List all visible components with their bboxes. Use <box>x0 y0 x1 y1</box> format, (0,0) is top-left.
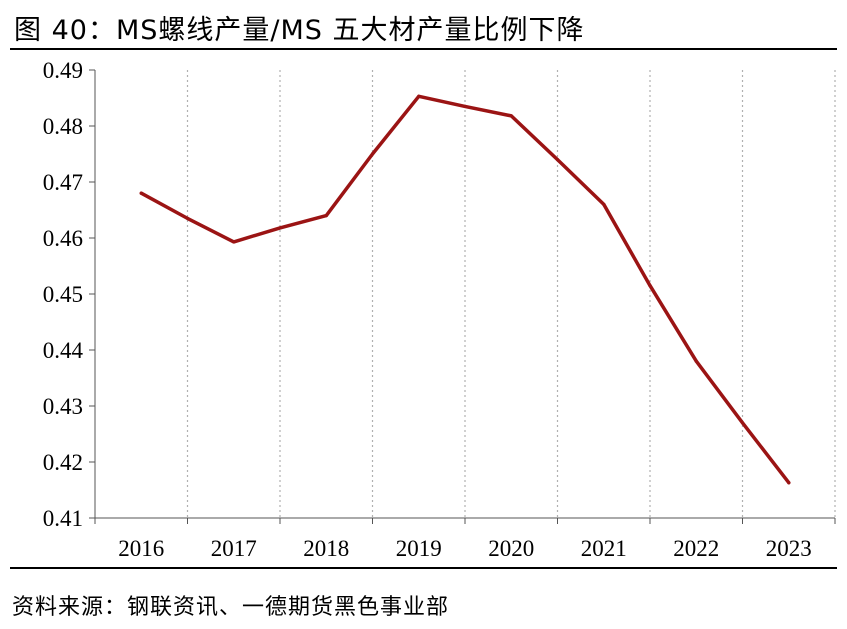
data-point <box>278 226 282 230</box>
top-rule <box>10 48 837 50</box>
data-point <box>509 114 513 118</box>
data-point <box>694 359 698 363</box>
x-tick-label: 2019 <box>396 536 442 561</box>
data-point <box>232 240 236 244</box>
x-tick-label: 2022 <box>673 536 719 561</box>
y-tick-label: 0.46 <box>43 226 83 251</box>
x-tick-label: 2020 <box>488 536 534 561</box>
x-tick-label: 2017 <box>211 536 257 561</box>
data-point <box>324 214 328 218</box>
data-point <box>463 104 467 108</box>
grid-layer <box>186 70 836 518</box>
data-point <box>139 191 143 195</box>
x-tick-label: 2023 <box>766 536 812 561</box>
series-layer <box>139 94 791 485</box>
x-tick-label: 2016 <box>118 536 164 561</box>
data-point <box>185 216 190 220</box>
data-point <box>740 421 745 425</box>
data-point <box>787 481 791 485</box>
line-chart: 0.41 0.42 0.43 0.44 0.45 0.46 0.47 0.48 0.49 2016… <box>43 58 836 561</box>
figure-title: 图 40：MS螺线产量/MS 五大材产量比例下降 <box>14 15 585 46</box>
y-tick-label: 0.47 <box>43 170 83 195</box>
axis-layer <box>89 69 836 524</box>
y-tick-label: 0.49 <box>43 58 83 83</box>
label-layer: 0.41 0.42 0.43 0.44 0.45 0.46 0.47 0.48 0.49 2016… <box>43 58 812 561</box>
data-point <box>417 94 421 98</box>
x-tick-label: 2021 <box>581 536 627 561</box>
x-tick-label: 2018 <box>303 536 349 561</box>
y-tick-label: 0.42 <box>43 450 83 475</box>
data-point <box>648 284 652 288</box>
source-note: 资料来源：钢联资讯、一德期货黑色事业部 <box>12 595 450 620</box>
y-tick-label: 0.43 <box>43 394 83 419</box>
bottom-rule <box>10 567 837 569</box>
data-point <box>555 158 560 162</box>
y-tick-label: 0.45 <box>43 282 83 307</box>
y-tick-label: 0.44 <box>43 338 84 363</box>
data-point <box>370 152 375 156</box>
y-tick-label: 0.41 <box>43 506 83 531</box>
y-tick-label: 0.48 <box>43 114 83 139</box>
series-line <box>139 94 791 485</box>
data-point <box>602 202 606 206</box>
